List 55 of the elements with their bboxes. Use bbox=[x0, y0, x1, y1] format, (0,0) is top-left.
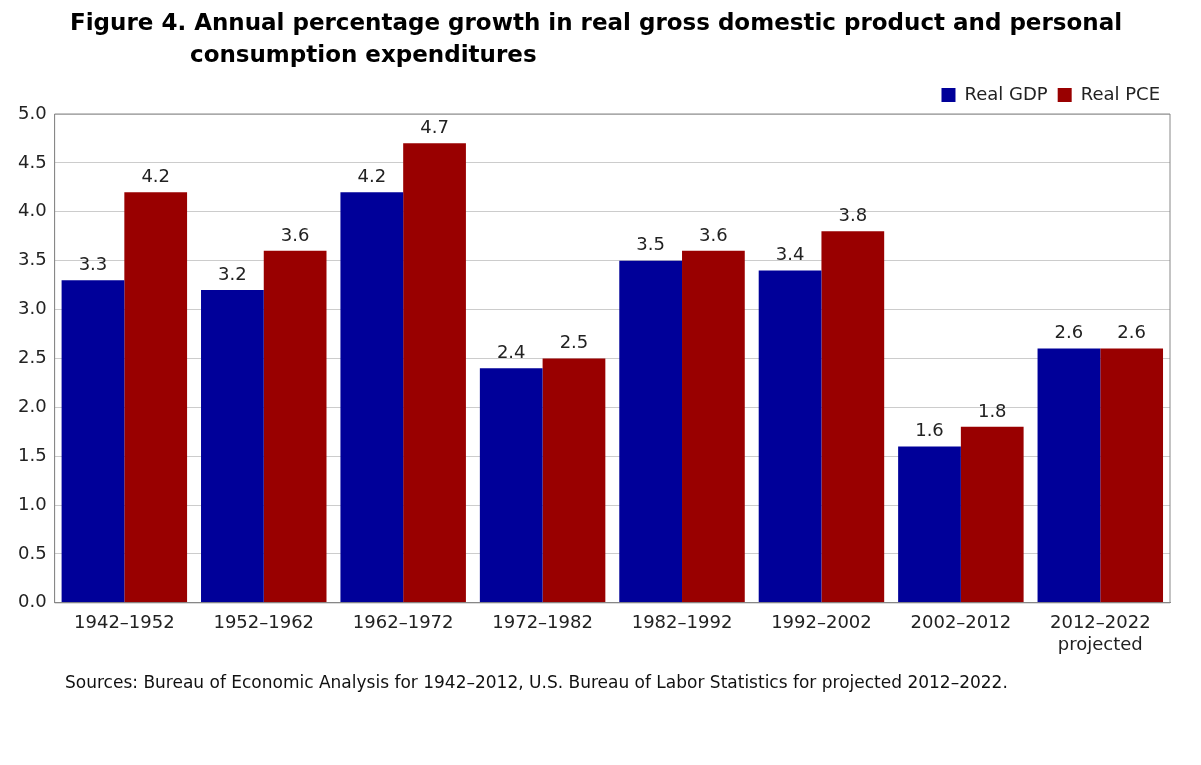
x-tick-label: 1942–1952 bbox=[74, 611, 175, 633]
bar bbox=[898, 446, 961, 603]
data-label: 3.3 bbox=[78, 252, 108, 274]
bar bbox=[821, 231, 885, 603]
chart-title: Figure 4. Annual percentage growth in real gross domestic product and personal consumption expenditures bbox=[69, 8, 1124, 69]
data-label: 2.4 bbox=[496, 340, 526, 362]
bar bbox=[403, 143, 466, 603]
legend-label: Real GDP bbox=[964, 82, 1048, 104]
text: 2.5 bbox=[17, 346, 47, 368]
data-label: 3.5 bbox=[636, 233, 665, 255]
data-label: 4.7 bbox=[420, 116, 449, 137]
bar bbox=[1037, 348, 1101, 603]
bar bbox=[542, 358, 606, 603]
x-tick-label: 1952–1962 bbox=[213, 611, 315, 633]
text: 5.0 bbox=[17, 101, 47, 123]
text: 3.0 bbox=[17, 297, 47, 319]
text: 0.0 bbox=[17, 590, 47, 612]
x-tick-label: 1972–1982 bbox=[492, 611, 593, 633]
text: 4.0 bbox=[17, 199, 47, 221]
data-label: 4.2 bbox=[357, 164, 387, 186]
bar bbox=[340, 192, 404, 603]
data-label: 1.8 bbox=[977, 399, 1007, 421]
data-label: 3.8 bbox=[838, 203, 868, 225]
data-label: 3.2 bbox=[218, 262, 247, 284]
data-label: 3.6 bbox=[699, 223, 728, 245]
data-label: 2.5 bbox=[559, 331, 589, 353]
bar bbox=[619, 260, 683, 603]
x-tick-label: 1992–2002 bbox=[771, 611, 872, 633]
bar bbox=[479, 368, 543, 603]
bar bbox=[960, 426, 1024, 603]
x-tick-label: 1982–1992 bbox=[631, 611, 733, 633]
data-label: 3.6 bbox=[280, 223, 310, 245]
bar bbox=[124, 192, 188, 603]
text: 0.5 bbox=[17, 541, 47, 563]
text: 3.5 bbox=[17, 248, 47, 270]
bar bbox=[61, 280, 125, 603]
legend-label: Real PCE bbox=[1080, 82, 1161, 104]
x-tick-label: 2012–2022 projected bbox=[1049, 611, 1151, 654]
data-label: 1.6 bbox=[915, 419, 944, 441]
bar bbox=[263, 250, 327, 603]
bar bbox=[201, 289, 264, 603]
x-tick-label: 1962–1972 bbox=[352, 611, 454, 633]
bar bbox=[682, 250, 745, 603]
data-label: 3.4 bbox=[775, 243, 805, 265]
data-label: 2.6 bbox=[1117, 321, 1146, 343]
data-label: 4.2 bbox=[141, 164, 171, 186]
text: 1.5 bbox=[17, 443, 47, 465]
text: 4.5 bbox=[17, 150, 47, 172]
text: 2.0 bbox=[17, 394, 47, 416]
source-note: Sources: Bureau of Economic Analysis for 1942–2012, U.S. Bureau of Labor Statistics for projected 2012–2022. bbox=[65, 671, 1009, 694]
bar bbox=[1100, 348, 1164, 603]
bar bbox=[758, 270, 822, 603]
x-tick-label: 2002–2012 bbox=[910, 611, 1012, 633]
data-label: 2.6 bbox=[1054, 321, 1084, 343]
text: 1.0 bbox=[17, 492, 47, 514]
